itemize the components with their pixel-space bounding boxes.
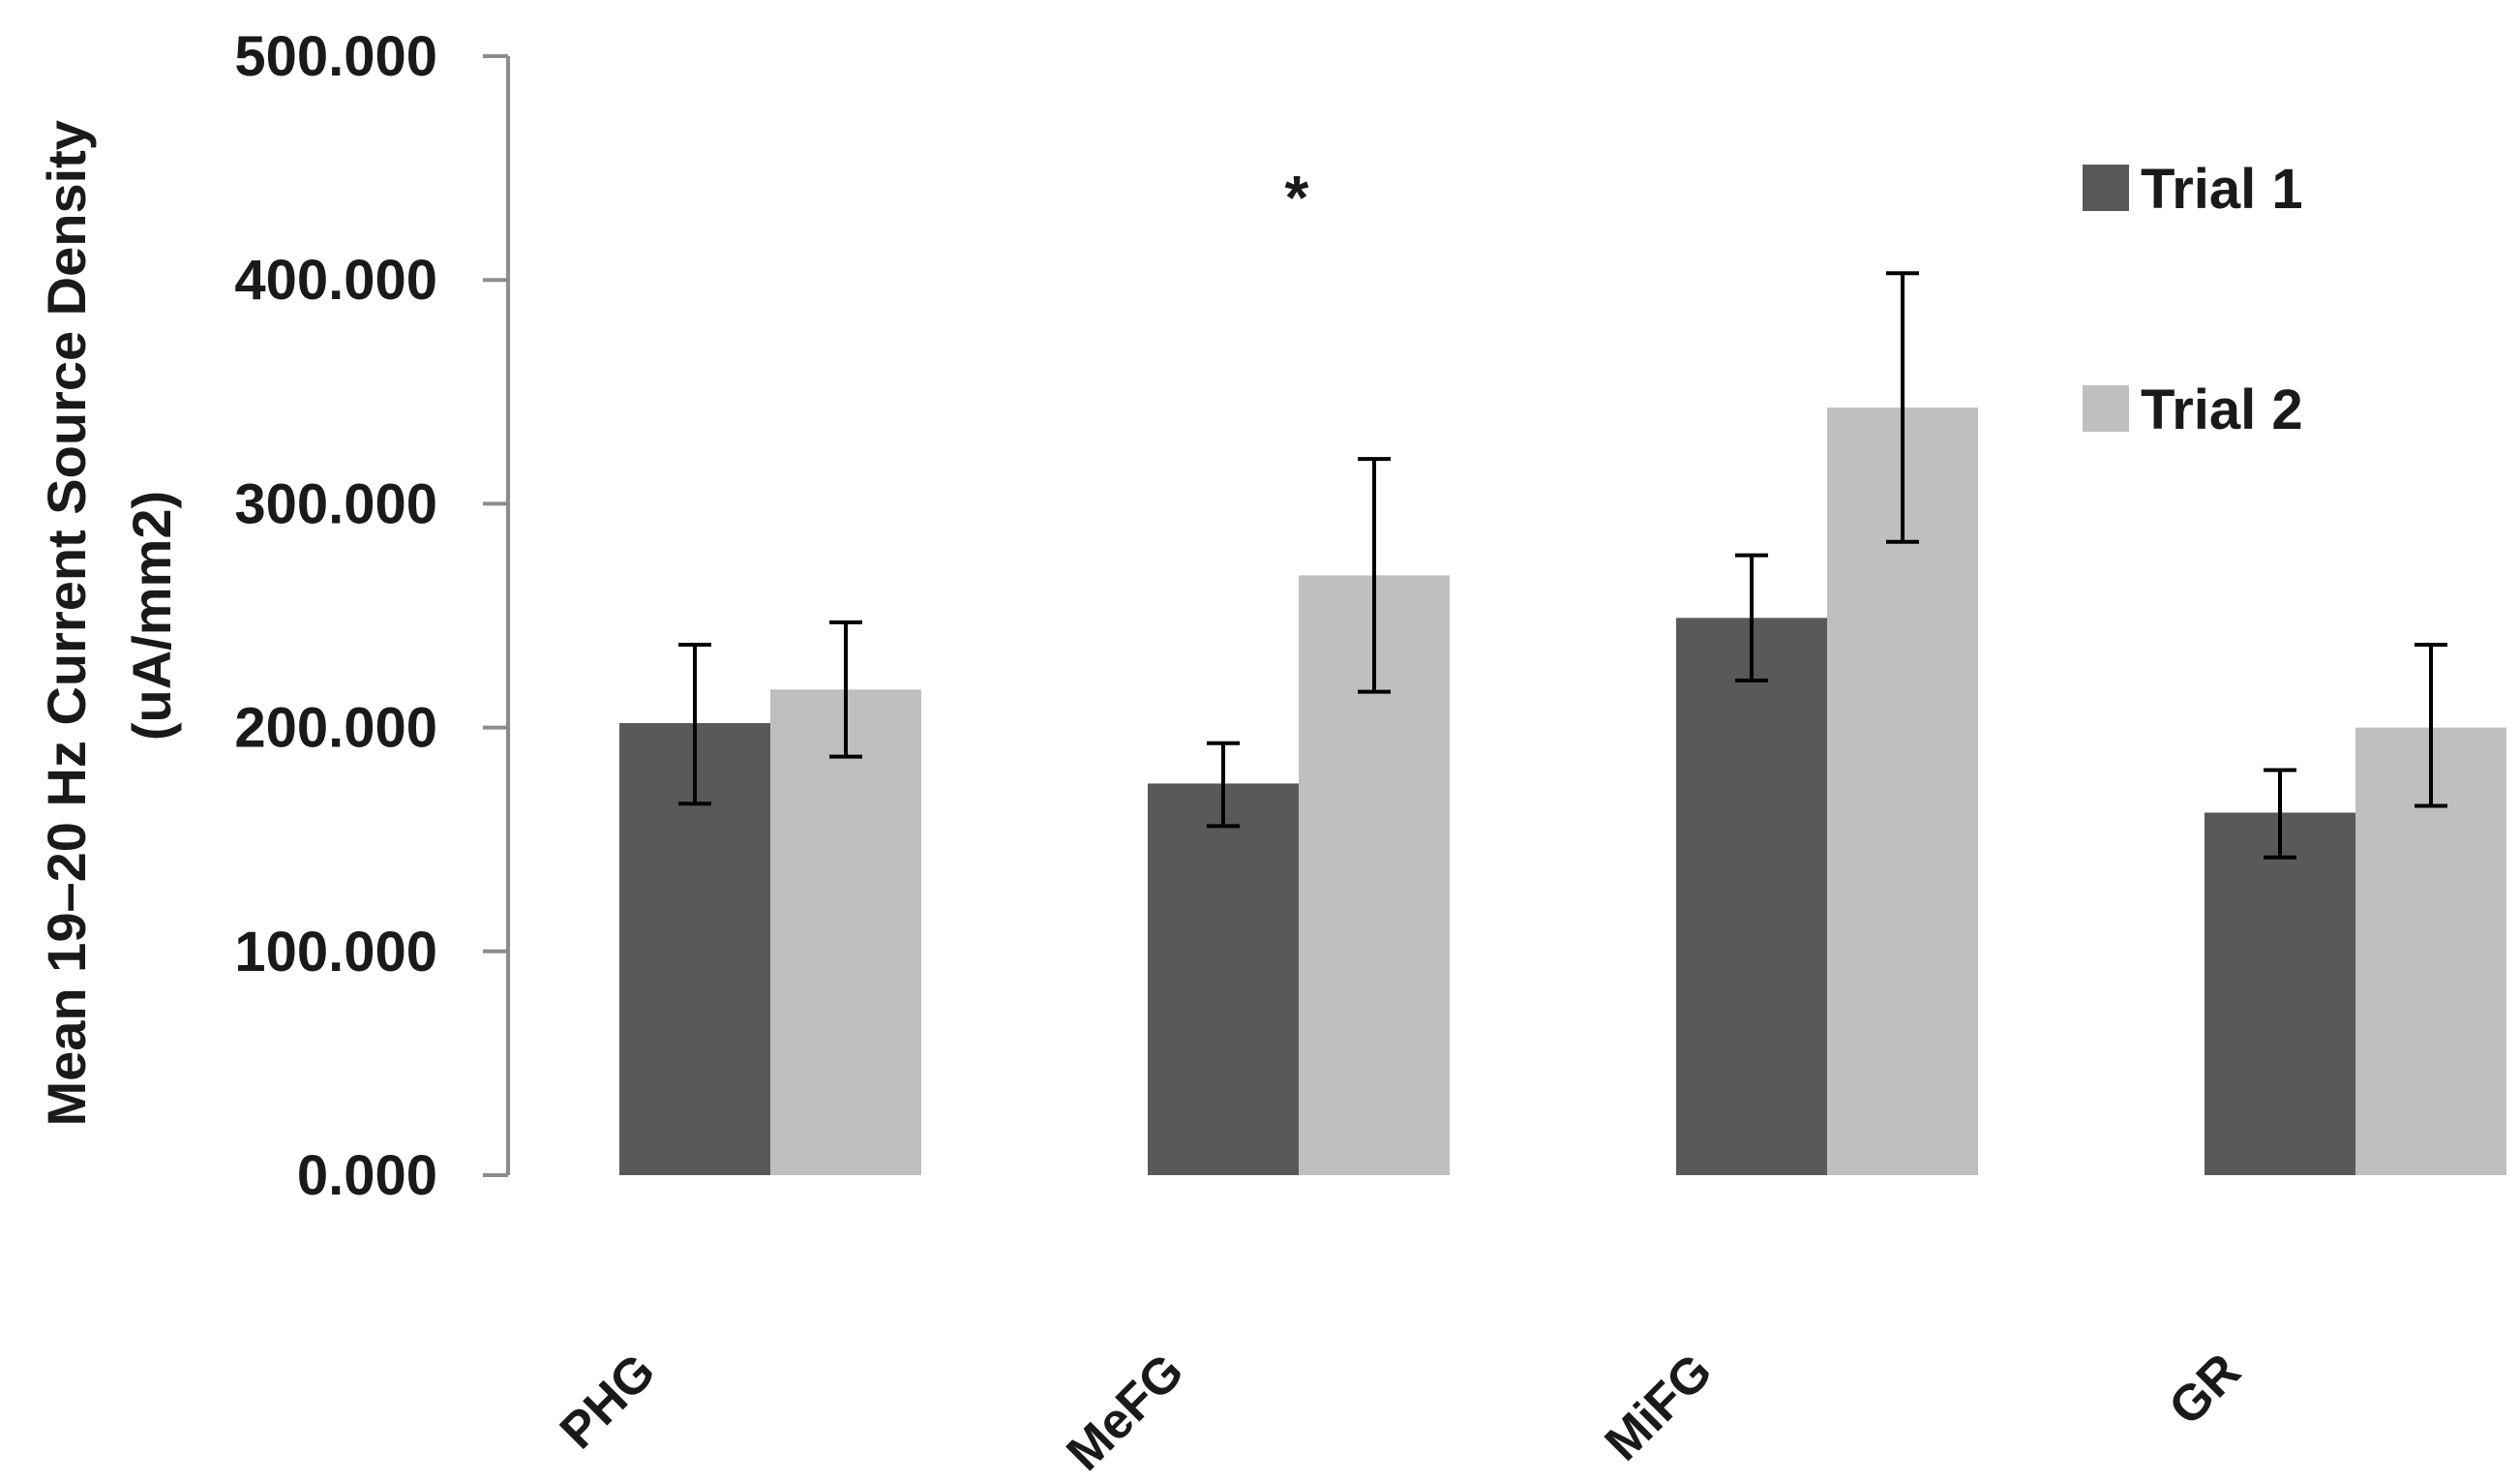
significance-marker: *: [1285, 163, 1309, 232]
x-tick-label: PHG: [550, 1343, 667, 1460]
error-bars: [678, 271, 2447, 860]
bar-mefg-trial-1: [1148, 783, 1299, 1175]
category-labels: PHG MeFG MiFG GR: [550, 1343, 2252, 1481]
y-tick-label: 200.000: [234, 697, 437, 760]
y-ticks: 0.000 100.000 200.000 300.000 400.000 500.000: [234, 25, 508, 1207]
bar-mifg-trial-1: [1676, 618, 1827, 1175]
y-axis: 0.000 100.000 200.000 300.000 400.000 500.000: [234, 25, 510, 1207]
x-tick-label: MiFG: [1595, 1343, 1724, 1471]
legend-label: Trial 2: [2141, 378, 2303, 441]
legend: Trial 1 Trial 2: [2083, 158, 2303, 441]
error-bar: [2415, 643, 2447, 808]
bars: [619, 407, 2506, 1175]
y-tick-label: 300.000: [234, 472, 437, 535]
y-tick-label: 100.000: [234, 921, 437, 984]
y-axis-label: Mean 19–20 Hz Current Source Density (uA…: [36, 105, 182, 1126]
bar-phg-trial-2: [770, 689, 921, 1175]
bar-gr-trial-1: [2205, 812, 2355, 1175]
y-tick-label: 500.000: [234, 25, 437, 88]
y-axis-label-line-2: (uA/mm2): [121, 491, 182, 741]
y-axis-label-line-1: Mean 19–20 Hz Current Source Density: [36, 120, 97, 1126]
legend-swatch: [2083, 385, 2129, 432]
error-bar: [678, 643, 711, 806]
error-bar: [1735, 553, 1768, 683]
error-bar: [1886, 271, 1919, 544]
x-tick-label: GR: [2158, 1343, 2251, 1436]
x-tick-label: MeFG: [1056, 1343, 1194, 1481]
y-tick-label: 400.000: [234, 249, 437, 312]
error-bar: [1358, 457, 1391, 694]
error-bar: [1207, 741, 1240, 829]
y-tick-label: 0.000: [297, 1144, 437, 1207]
error-bar: [2264, 768, 2296, 860]
annotations: *: [1285, 163, 1309, 232]
error-bar: [829, 620, 862, 759]
legend-swatch: [2083, 165, 2129, 211]
legend-label: Trial 1: [2141, 158, 2303, 221]
